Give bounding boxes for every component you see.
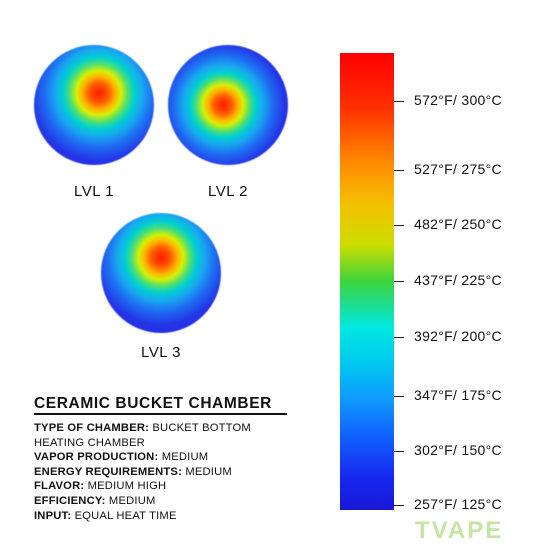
scale-tick bbox=[394, 396, 404, 397]
spec-energy-requirements: ENERGY REQUIREMENTS: MEDIUM bbox=[34, 465, 304, 480]
spec-value: MEDIUM bbox=[109, 495, 156, 507]
scale-label-250c: 482°F/ 250°C bbox=[414, 216, 502, 232]
scale-tick bbox=[394, 281, 404, 282]
heatmap-lvl2 bbox=[168, 45, 288, 165]
chamber-specs: TYPE OF CHAMBER: BUCKET BOTTOM HEATING C… bbox=[34, 421, 304, 523]
scale-tick bbox=[394, 225, 404, 226]
scale-tick bbox=[394, 505, 404, 506]
spec-key: VAPOR PRODUCTION: bbox=[34, 451, 158, 463]
spec-key: ENERGY REQUIREMENTS: bbox=[34, 466, 182, 478]
spec-value: MEDIUM bbox=[185, 466, 232, 478]
heatmap-lvl2-label: LVL 2 bbox=[198, 183, 258, 200]
temperature-color-scale bbox=[340, 53, 394, 510]
scale-label-175c: 347°F/ 175°C bbox=[414, 387, 502, 403]
spec-vapor-production: VAPOR PRODUCTION: MEDIUM bbox=[34, 450, 304, 465]
scale-tick bbox=[394, 170, 404, 171]
spec-key: EFFICIENCY: bbox=[34, 495, 106, 507]
scale-tick bbox=[394, 101, 404, 102]
spec-input: INPUT: EQUAL HEAT TIME bbox=[34, 509, 304, 524]
spec-value: MEDIUM bbox=[162, 451, 209, 463]
heatmap-lvl1 bbox=[34, 45, 154, 165]
spec-efficiency: EFFICIENCY: MEDIUM bbox=[34, 494, 304, 509]
spec-value: MEDIUM HIGH bbox=[88, 480, 167, 492]
spec-key: TYPE OF CHAMBER: bbox=[34, 422, 149, 434]
brand-logo: TVAPE bbox=[415, 517, 503, 545]
scale-label-225c: 437°F/ 225°C bbox=[414, 272, 502, 288]
heatmap-lvl1-label: LVL 1 bbox=[64, 183, 124, 200]
scale-tick bbox=[394, 337, 404, 338]
spec-key: FLAVOR: bbox=[34, 480, 84, 492]
scale-tick bbox=[394, 451, 404, 452]
title-underline bbox=[34, 413, 287, 415]
scale-label-300c: 572°F/ 300°C bbox=[414, 92, 502, 108]
scale-label-150c: 302°F/ 150°C bbox=[414, 442, 502, 458]
scale-label-125c: 257°F/ 125°C bbox=[414, 496, 502, 512]
spec-type-of-chamber: TYPE OF CHAMBER: BUCKET BOTTOM HEATING C… bbox=[34, 421, 304, 450]
spec-value: EQUAL HEAT TIME bbox=[75, 510, 177, 522]
heatmap-lvl3-label: LVL 3 bbox=[131, 344, 191, 361]
spec-flavor: FLAVOR: MEDIUM HIGH bbox=[34, 479, 304, 494]
scale-label-200c: 392°F/ 200°C bbox=[414, 328, 502, 344]
chamber-title: CERAMIC BUCKET CHAMBER bbox=[34, 395, 272, 413]
scale-label-275c: 527°F/ 275°C bbox=[414, 161, 502, 177]
heatmap-lvl3 bbox=[101, 213, 221, 333]
spec-key: INPUT: bbox=[34, 510, 71, 522]
